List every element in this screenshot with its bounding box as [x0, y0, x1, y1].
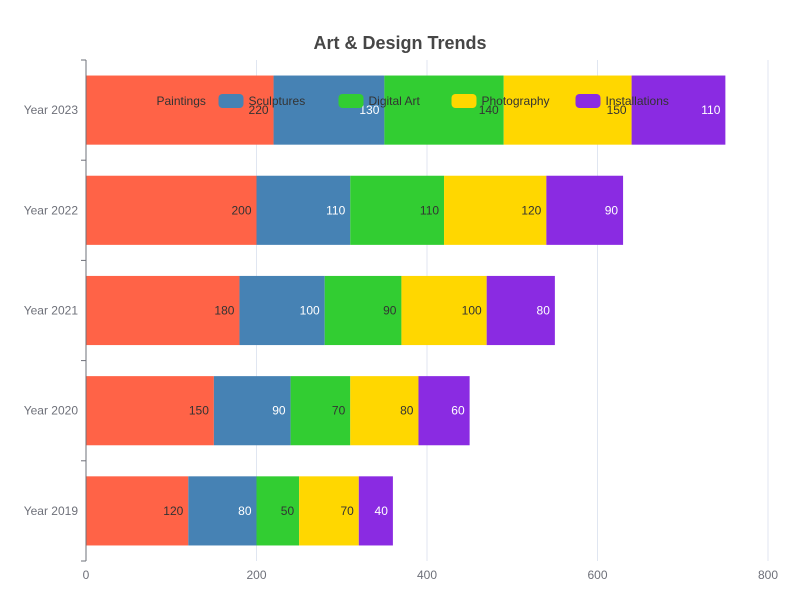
data-label: 100: [300, 304, 320, 318]
data-label: 90: [272, 404, 286, 418]
bar-segment: [401, 275, 487, 346]
x-tick-label: 600: [587, 568, 607, 582]
data-label: 70: [340, 504, 354, 518]
data-label: 70: [332, 404, 346, 418]
data-label: 150: [607, 103, 627, 117]
bar-segment: [86, 175, 257, 245]
data-label: 200: [231, 203, 251, 217]
legend-label[interactable]: Photography: [482, 94, 550, 108]
bar-segment: [384, 75, 504, 145]
legend-swatch[interactable]: [218, 94, 244, 108]
data-label: 90: [605, 203, 619, 217]
bar-segment: [188, 476, 257, 546]
y-tick-label: Year 2022: [24, 203, 79, 217]
data-label: 60: [451, 404, 465, 418]
bar-segment: [350, 376, 419, 446]
x-tick-label: 400: [417, 568, 437, 582]
legend: Paintings Sculptures Digital Art Photograph…: [157, 94, 669, 108]
bar-segment: [86, 376, 214, 446]
x-tick-label: 800: [758, 568, 778, 582]
y-tick-label: Year 2023: [24, 103, 79, 117]
data-labels: 120 80 50 70 40 150 90 70 80 60 180 100 90 100 80 200 11…: [163, 103, 720, 518]
bar-segment: [239, 275, 325, 346]
axes: 0 200 400 600 800 Year 2019 Year 2020 Year 2021…: [24, 59, 778, 582]
data-label: 110: [420, 203, 439, 217]
chart-title: Art & Design Trends: [313, 33, 486, 53]
legend-swatch[interactable]: [575, 94, 601, 108]
bar-segment: [213, 376, 291, 446]
y-tick-label: Year 2021: [24, 304, 79, 318]
bar-segment: [350, 175, 445, 245]
data-label: 80: [537, 304, 551, 318]
data-label: 120: [163, 504, 183, 518]
bar-segment: [486, 275, 555, 346]
bar-segment: [444, 175, 547, 245]
bar-segment: [418, 376, 470, 446]
bar-segment: [86, 275, 240, 346]
data-label: 140: [479, 103, 499, 117]
data-label: 100: [462, 304, 482, 318]
data-label: 50: [281, 504, 295, 518]
bar-segment: [299, 476, 359, 546]
legend-swatch[interactable]: [451, 94, 477, 108]
x-tick-label: 0: [83, 568, 90, 582]
legend-label[interactable]: Installations: [606, 94, 669, 108]
data-label: 110: [326, 203, 345, 217]
bar-segment: [503, 75, 632, 145]
y-tick-label: Year 2019: [24, 504, 79, 518]
data-label: 40: [375, 504, 389, 518]
data-label: 130: [359, 103, 379, 117]
legend-label[interactable]: Paintings: [157, 94, 206, 108]
bar-segment: [631, 75, 726, 145]
data-label: 90: [383, 304, 397, 318]
data-label: 80: [238, 504, 252, 518]
bar-segment: [324, 275, 402, 346]
data-label: 80: [400, 404, 414, 418]
data-label: 180: [214, 304, 234, 318]
bar-segment: [273, 75, 385, 145]
legend-label[interactable]: Sculptures: [249, 94, 306, 108]
bar-segment: [256, 175, 351, 245]
legend-swatch[interactable]: [338, 94, 364, 108]
bar-segment: [290, 376, 351, 446]
bar-segment: [546, 175, 624, 245]
bar-segment: [358, 476, 393, 546]
bars: [86, 75, 726, 546]
legend-label[interactable]: Digital Art: [369, 94, 421, 108]
bar-segment: [86, 75, 274, 145]
data-label: 120: [521, 203, 541, 217]
data-label: 110: [701, 103, 720, 117]
y-tick-label: Year 2020: [24, 404, 79, 418]
bar-segment: [256, 476, 300, 546]
data-label: 220: [249, 103, 269, 117]
bar-segment: [86, 476, 189, 546]
x-tick-label: 200: [246, 568, 266, 582]
data-label: 150: [189, 404, 209, 418]
